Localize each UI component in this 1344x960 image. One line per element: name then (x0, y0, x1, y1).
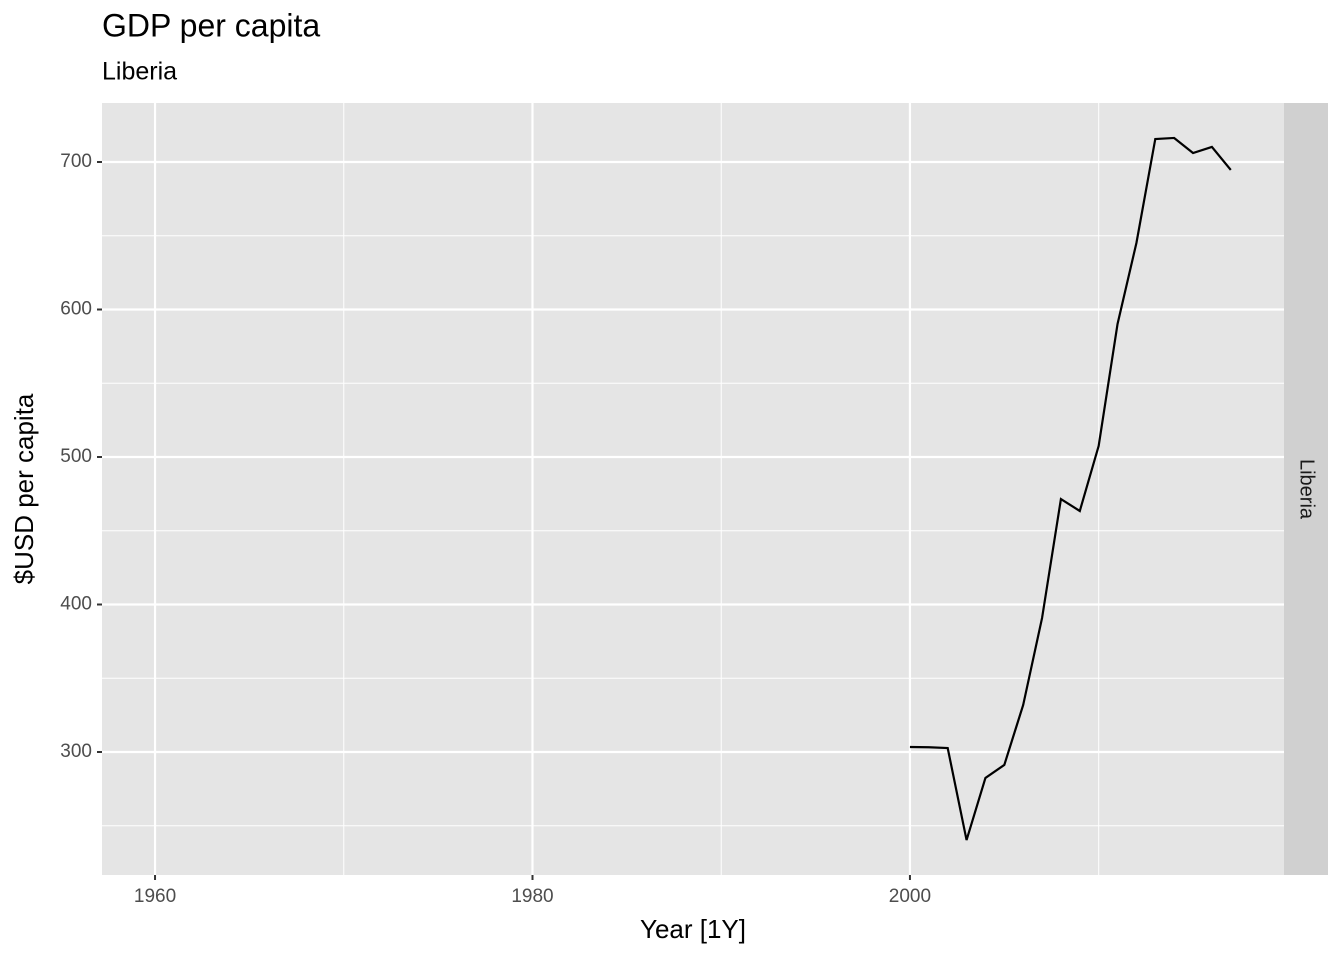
x-tick-label: 1960 (134, 886, 176, 907)
chart-subtitle: Liberia (102, 58, 177, 86)
x-axis-title: Year [1Y] (640, 914, 746, 944)
y-tick-label: 400 (60, 594, 92, 615)
x-tick-label: 2000 (889, 886, 931, 907)
chart-title: GDP per capita (102, 7, 320, 43)
y-tick-label: 500 (60, 446, 92, 467)
y-tick-label: 300 (60, 741, 92, 762)
y-axis-title: $USD per capita (9, 393, 39, 584)
y-tick-label: 600 (60, 299, 92, 320)
x-tick-label: 1980 (511, 886, 553, 907)
y-tick-label: 700 (60, 151, 92, 172)
facet-strip (1284, 103, 1328, 875)
facet-label: Liberia (1296, 459, 1318, 520)
panel (102, 103, 1284, 875)
data-line (909, 136, 1232, 841)
